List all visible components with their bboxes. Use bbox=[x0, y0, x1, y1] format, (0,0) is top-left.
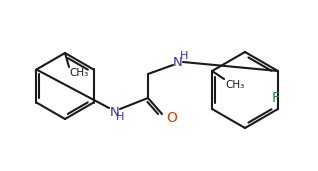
Text: F: F bbox=[272, 91, 280, 105]
Text: H: H bbox=[116, 113, 125, 122]
Text: N: N bbox=[110, 106, 120, 119]
Text: O: O bbox=[166, 111, 177, 125]
Text: CH₃: CH₃ bbox=[69, 68, 88, 78]
Text: H: H bbox=[180, 51, 188, 61]
Text: CH₃: CH₃ bbox=[225, 80, 244, 90]
Text: N: N bbox=[173, 56, 183, 69]
